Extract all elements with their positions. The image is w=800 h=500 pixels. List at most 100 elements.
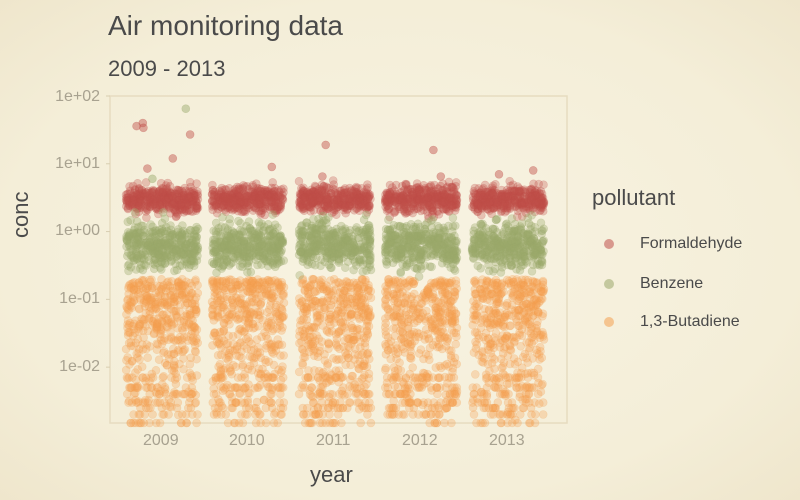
data-point xyxy=(302,403,312,413)
data-point xyxy=(127,356,137,366)
data-point xyxy=(268,210,278,219)
data-point xyxy=(501,192,510,202)
data-point xyxy=(153,340,163,349)
data-point xyxy=(266,296,276,306)
data-point xyxy=(122,373,132,382)
data-point xyxy=(325,320,335,330)
data-point xyxy=(175,307,184,316)
data-point xyxy=(142,294,151,304)
data-point xyxy=(186,309,195,318)
data-point xyxy=(242,278,251,287)
data-point xyxy=(482,313,492,323)
data-point xyxy=(182,320,191,330)
data-point xyxy=(162,322,171,331)
data-point xyxy=(472,418,481,428)
data-point xyxy=(395,358,404,368)
data-point xyxy=(184,403,193,413)
data-point xyxy=(365,201,375,211)
data-point xyxy=(310,366,319,375)
data-point xyxy=(336,302,346,312)
data-point xyxy=(161,313,171,323)
data-point xyxy=(184,192,193,202)
outlier-point xyxy=(494,170,504,179)
data-point xyxy=(389,346,398,356)
data-point xyxy=(133,383,143,392)
data-point xyxy=(147,283,157,293)
data-point xyxy=(429,279,439,288)
data-point xyxy=(476,202,486,211)
data-point xyxy=(177,284,187,293)
data-point xyxy=(151,288,160,298)
data-point xyxy=(185,393,195,403)
data-point xyxy=(236,294,245,303)
data-point xyxy=(172,373,182,382)
data-point xyxy=(170,294,179,303)
data-point xyxy=(140,398,150,407)
data-point xyxy=(429,293,439,302)
data-point xyxy=(228,331,238,341)
data-point xyxy=(123,320,132,329)
data-point xyxy=(328,418,337,428)
data-point xyxy=(180,389,190,399)
data-point xyxy=(171,246,181,255)
data-point xyxy=(149,328,159,338)
data-point xyxy=(449,194,459,203)
data-point xyxy=(222,314,231,323)
data-point xyxy=(147,295,156,305)
data-point xyxy=(482,287,492,296)
data-point xyxy=(185,305,195,315)
data-point xyxy=(357,275,367,285)
data-point xyxy=(380,287,390,297)
data-point xyxy=(144,403,153,413)
data-point xyxy=(152,321,162,330)
data-point xyxy=(184,318,194,328)
data-point xyxy=(311,410,320,419)
data-point xyxy=(152,339,162,349)
data-point xyxy=(150,300,159,309)
data-point xyxy=(482,383,492,392)
data-point xyxy=(232,203,242,213)
data-point xyxy=(144,302,154,311)
data-point xyxy=(187,371,196,380)
data-point xyxy=(253,281,262,291)
data-point xyxy=(224,348,234,358)
data-point xyxy=(187,313,196,323)
data-point xyxy=(468,395,478,405)
data-point xyxy=(270,183,280,193)
data-point xyxy=(165,402,175,411)
data-point xyxy=(124,305,134,315)
data-point xyxy=(448,295,458,304)
data-point xyxy=(164,335,173,345)
data-point xyxy=(298,204,308,213)
data-point xyxy=(152,325,161,334)
data-point xyxy=(273,191,283,201)
data-point xyxy=(167,276,176,286)
data-point xyxy=(344,398,354,407)
data-point xyxy=(133,365,142,374)
data-point xyxy=(497,363,507,373)
data-point xyxy=(490,382,499,392)
data-point xyxy=(157,403,167,413)
data-point xyxy=(158,318,168,327)
data-point xyxy=(362,325,372,335)
data-point xyxy=(253,406,262,416)
data-point xyxy=(148,373,158,382)
data-point xyxy=(160,398,169,407)
data-point xyxy=(178,389,187,399)
data-point xyxy=(245,297,254,306)
data-point xyxy=(141,383,151,392)
data-point xyxy=(401,310,411,320)
data-point xyxy=(360,382,369,392)
data-point xyxy=(188,333,198,342)
data-point xyxy=(122,310,131,319)
data-point xyxy=(151,297,160,307)
data-point xyxy=(515,330,525,340)
data-point xyxy=(256,418,265,428)
data-point xyxy=(188,410,197,419)
data-point xyxy=(182,309,192,319)
data-point xyxy=(180,345,190,354)
data-point xyxy=(163,350,173,359)
data-point xyxy=(386,354,396,364)
data-point xyxy=(509,337,519,347)
data-point xyxy=(219,301,229,310)
